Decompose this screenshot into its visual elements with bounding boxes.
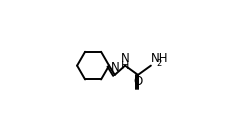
Text: N: N: [121, 52, 129, 65]
Text: O: O: [133, 75, 143, 88]
Text: N: N: [110, 61, 119, 74]
Text: 2: 2: [157, 59, 162, 68]
Text: NH: NH: [151, 52, 168, 65]
Text: H: H: [121, 61, 129, 71]
